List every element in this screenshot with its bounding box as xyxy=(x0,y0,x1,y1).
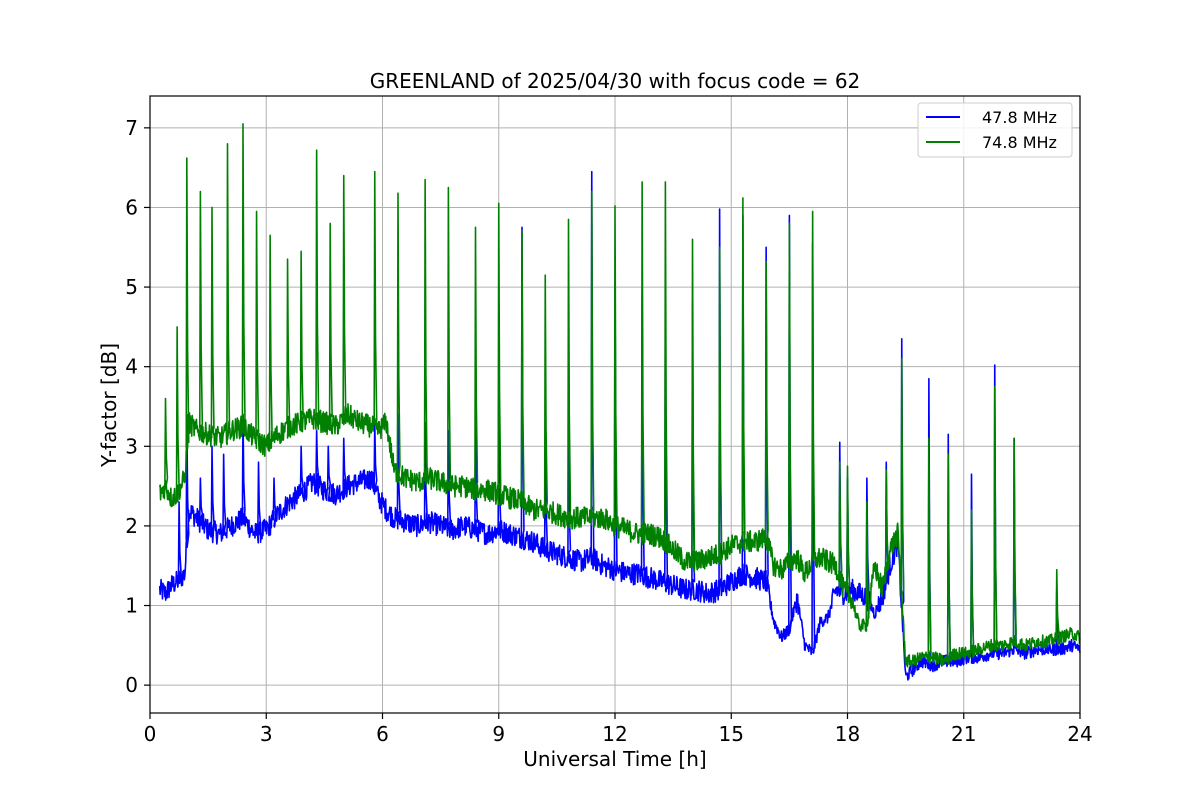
x-tick-label: 6 xyxy=(376,722,389,746)
x-tick-label: 12 xyxy=(602,722,627,746)
y-tick-label: 4 xyxy=(125,355,138,379)
chart-title: GREENLAND of 2025/04/30 with focus code … xyxy=(370,69,861,93)
y-tick-label: 1 xyxy=(125,594,138,618)
y-tick-label: 0 xyxy=(125,673,138,697)
y-tick-label: 3 xyxy=(125,434,138,458)
y-axis-ticks: 0 1 2 3 4 5 6 7 xyxy=(125,116,150,697)
y-tick-label: 7 xyxy=(125,116,138,140)
y-tick-label: 6 xyxy=(125,195,138,219)
y-tick-label: 2 xyxy=(125,514,138,538)
x-tick-label: 3 xyxy=(260,722,273,746)
y-axis-label: Y-factor [dB] xyxy=(97,343,121,468)
legend: 47.8 MHz 74.8 MHz xyxy=(917,102,1073,158)
x-tick-label: 0 xyxy=(144,722,157,746)
legend-label-series-2: 74.8 MHz xyxy=(982,133,1057,152)
x-tick-label: 24 xyxy=(1067,722,1092,746)
x-axis-ticks: 0 3 6 9 12 15 18 21 24 xyxy=(144,713,1093,746)
series-line-2 xyxy=(158,123,1081,668)
x-tick-label: 9 xyxy=(492,722,505,746)
series-layer xyxy=(158,123,1081,681)
x-axis-label: Universal Time [h] xyxy=(523,747,706,771)
x-tick-label: 18 xyxy=(835,722,860,746)
x-tick-label: 21 xyxy=(951,722,976,746)
x-tick-label: 15 xyxy=(719,722,744,746)
y-tick-label: 5 xyxy=(125,275,138,299)
legend-label-series-1: 47.8 MHz xyxy=(982,108,1057,127)
